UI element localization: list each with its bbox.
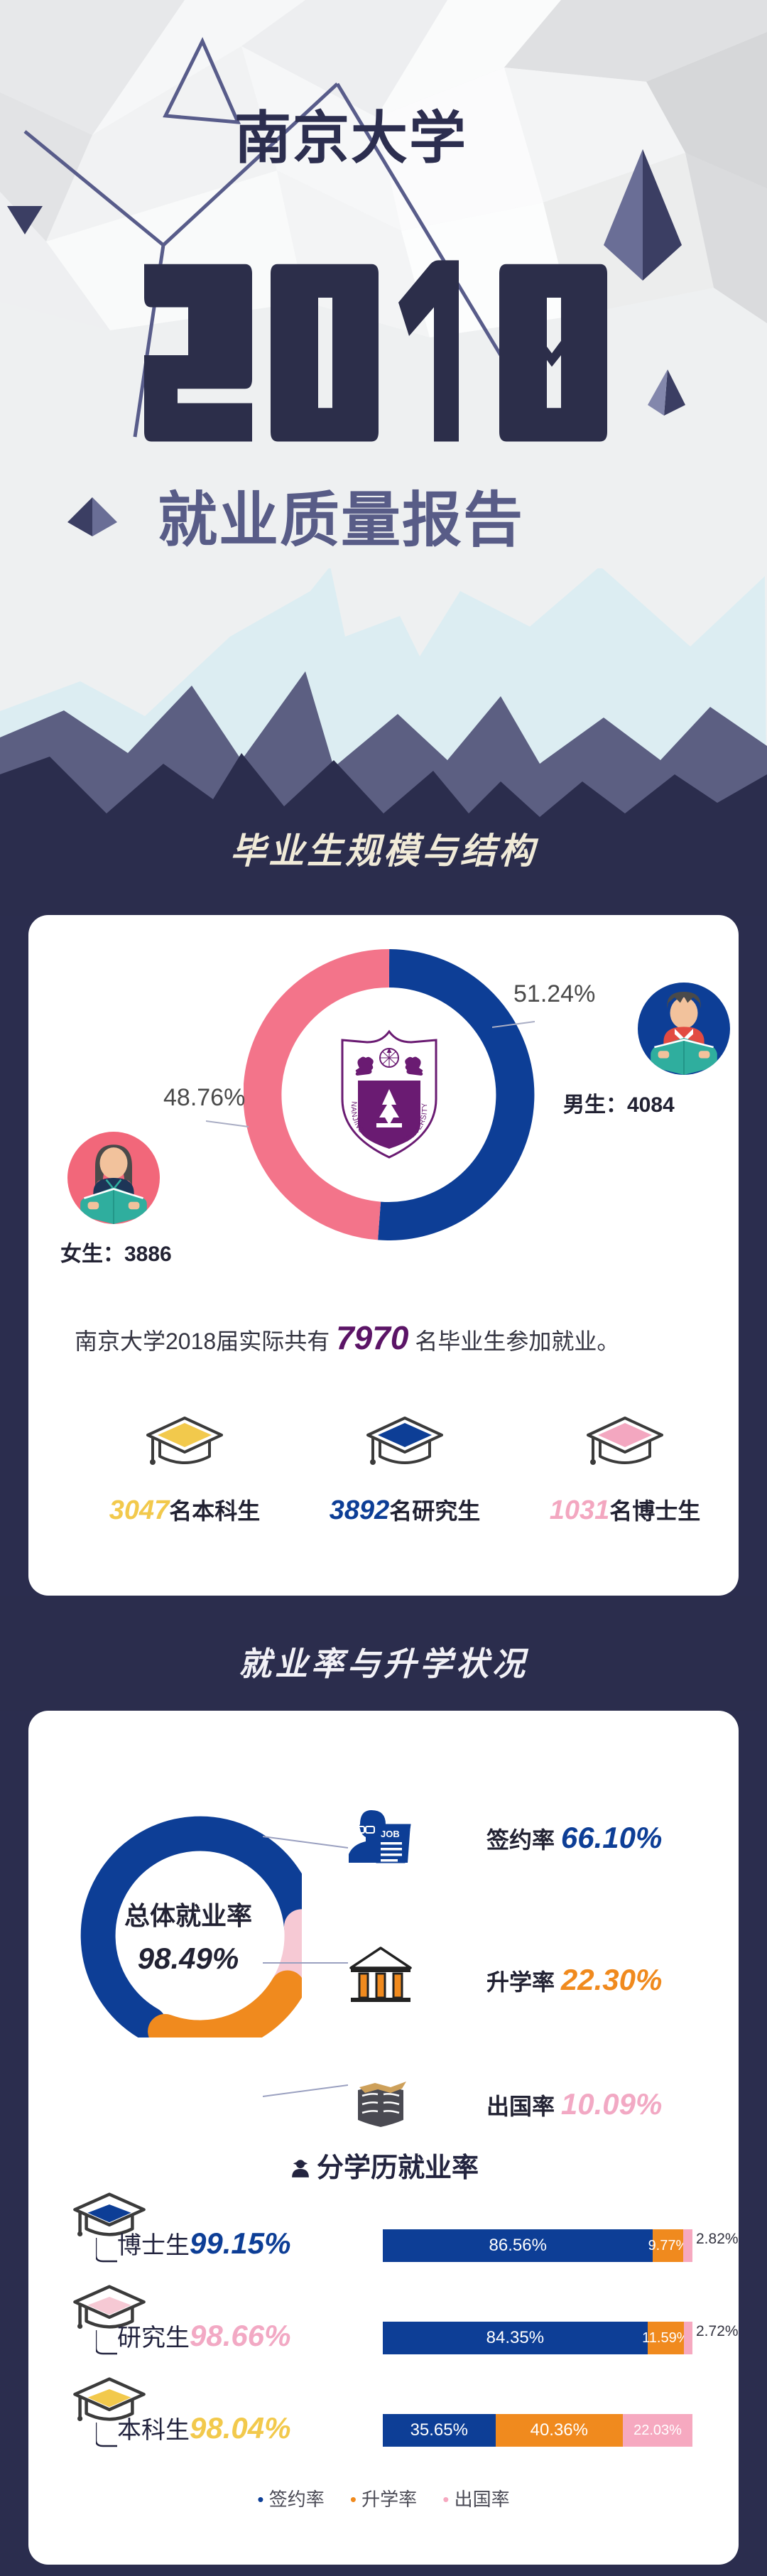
svg-text:1902: 1902 <box>382 1111 396 1118</box>
svg-text:JOB: JOB <box>381 1829 400 1839</box>
